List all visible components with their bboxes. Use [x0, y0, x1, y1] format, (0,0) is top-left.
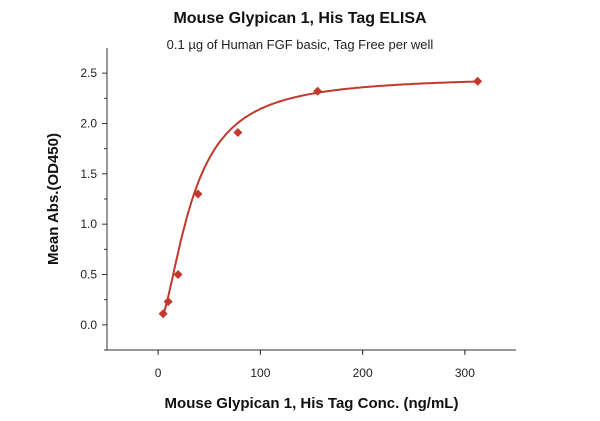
x-tick-label: 0 [155, 366, 162, 380]
data-point [193, 189, 203, 199]
x-axis: 0 100 200 300 [155, 350, 475, 380]
chart-title: Mouse Glypican 1, His Tag ELISA [173, 10, 427, 27]
x-tick-label: 200 [353, 366, 373, 380]
data-point [313, 86, 323, 96]
data-point [158, 309, 168, 319]
y-tick-label: 2.0 [80, 117, 97, 131]
y-axis: 0.0 0.5 1.0 1.5 2.0 2.5 [80, 66, 107, 351]
x-tick-label: 100 [250, 366, 270, 380]
y-tick-label: 1.0 [80, 217, 97, 231]
chart-subtitle: 0.1 µg of Human FGF basic, Tag Free per … [166, 37, 434, 52]
data-point [233, 128, 243, 138]
y-tick-label: 0.5 [80, 268, 97, 282]
y-tick-label: 1.5 [80, 167, 97, 181]
data-point [163, 297, 173, 307]
data-point [173, 270, 183, 279]
x-tick-label: 300 [455, 366, 475, 380]
fit-curve [162, 80, 478, 316]
data-points [158, 76, 483, 319]
x-axis-label: Mouse Glypican 1, His Tag Conc. (ng/mL) [165, 395, 459, 412]
y-tick-label: 2.5 [80, 66, 97, 80]
y-axis-label: Mean Abs.(OD450) [45, 133, 62, 265]
data-point [473, 76, 483, 86]
y-tick-label: 0.0 [80, 318, 97, 332]
